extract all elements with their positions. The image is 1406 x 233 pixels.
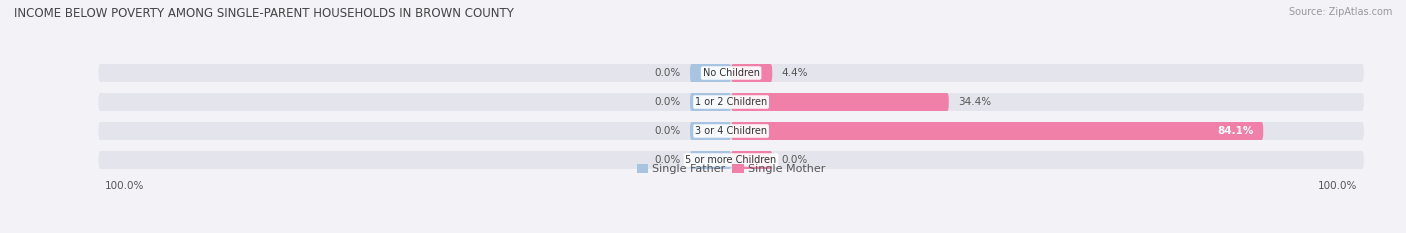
FancyBboxPatch shape — [731, 93, 949, 111]
Text: 0.0%: 0.0% — [782, 155, 808, 165]
Text: No Children: No Children — [703, 68, 759, 78]
Legend: Single Father, Single Mother: Single Father, Single Mother — [633, 160, 830, 179]
Text: 0.0%: 0.0% — [654, 126, 681, 136]
Text: 0.0%: 0.0% — [654, 155, 681, 165]
Text: 100.0%: 100.0% — [1317, 181, 1358, 191]
Text: 0.0%: 0.0% — [654, 97, 681, 107]
Text: 3 or 4 Children: 3 or 4 Children — [695, 126, 768, 136]
FancyBboxPatch shape — [690, 64, 731, 82]
FancyBboxPatch shape — [690, 151, 731, 169]
Text: INCOME BELOW POVERTY AMONG SINGLE-PARENT HOUSEHOLDS IN BROWN COUNTY: INCOME BELOW POVERTY AMONG SINGLE-PARENT… — [14, 7, 515, 20]
FancyBboxPatch shape — [690, 93, 731, 111]
Text: 100.0%: 100.0% — [104, 181, 145, 191]
FancyBboxPatch shape — [98, 151, 1364, 169]
Text: 34.4%: 34.4% — [959, 97, 991, 107]
Text: 5 or more Children: 5 or more Children — [686, 155, 776, 165]
Text: 4.4%: 4.4% — [782, 68, 808, 78]
Text: 84.1%: 84.1% — [1218, 126, 1254, 136]
FancyBboxPatch shape — [98, 122, 1364, 140]
FancyBboxPatch shape — [98, 64, 1364, 82]
FancyBboxPatch shape — [731, 64, 772, 82]
FancyBboxPatch shape — [731, 151, 772, 169]
Text: 1 or 2 Children: 1 or 2 Children — [695, 97, 768, 107]
FancyBboxPatch shape — [98, 93, 1364, 111]
FancyBboxPatch shape — [690, 122, 731, 140]
FancyBboxPatch shape — [731, 122, 1263, 140]
Text: Source: ZipAtlas.com: Source: ZipAtlas.com — [1288, 7, 1392, 17]
Text: 0.0%: 0.0% — [654, 68, 681, 78]
